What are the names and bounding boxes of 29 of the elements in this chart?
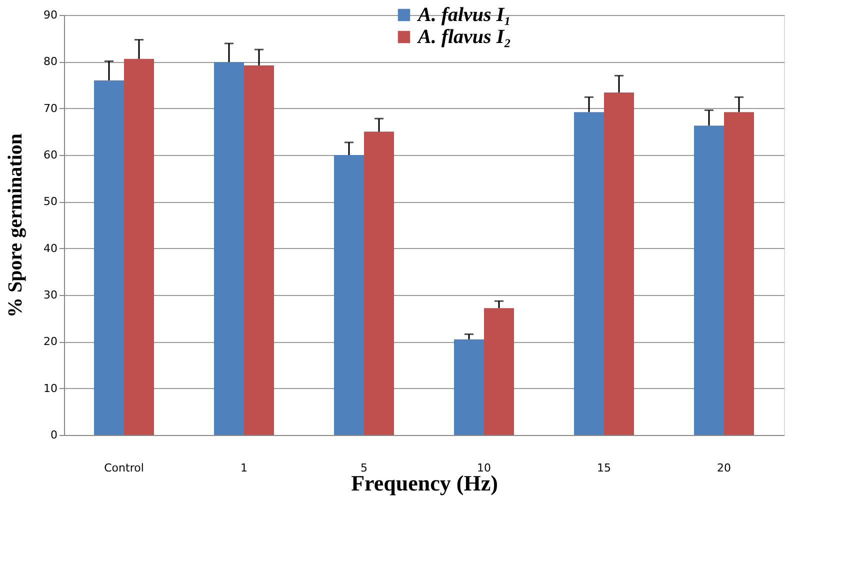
legend-label: A. falvus I₁ — [416, 4, 512, 26]
bar — [724, 112, 754, 435]
bar — [244, 65, 274, 435]
bar — [124, 58, 154, 435]
bar — [454, 339, 484, 435]
bar — [334, 155, 364, 435]
y-axis-title: % Spore germination — [4, 133, 27, 318]
y-tick-label: 10 — [44, 382, 58, 395]
y-tick-label: 90 — [44, 8, 58, 22]
y-tick-label: 20 — [44, 335, 58, 348]
y-tick-label: 0 — [50, 428, 58, 442]
bar — [484, 308, 514, 435]
y-tick-label: 40 — [44, 242, 58, 255]
bar — [604, 92, 634, 435]
x-tick-label: 1 — [240, 462, 248, 474]
bar — [574, 112, 604, 435]
legend-label: A. flavus I₂ — [416, 26, 512, 48]
y-tick-label: 60 — [44, 148, 58, 162]
y-tick-label: 50 — [44, 195, 58, 208]
x-tick-label: 20 — [717, 462, 731, 474]
y-tick-label: 80 — [44, 55, 58, 68]
x-tick-label: 15 — [597, 462, 611, 474]
y-tick-label: 30 — [44, 288, 58, 302]
y-tick-label: 70 — [44, 102, 58, 115]
bar — [694, 126, 724, 435]
bar — [364, 132, 394, 435]
x-tick-label: Control — [104, 462, 144, 474]
bar — [94, 80, 124, 435]
bar — [214, 62, 244, 435]
